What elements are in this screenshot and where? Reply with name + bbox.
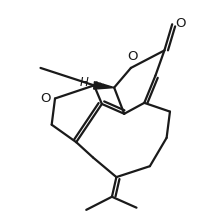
Text: O: O — [40, 92, 51, 105]
Text: O: O — [175, 17, 185, 30]
Text: H: H — [80, 76, 89, 89]
Polygon shape — [94, 82, 114, 89]
Text: O: O — [127, 50, 137, 63]
